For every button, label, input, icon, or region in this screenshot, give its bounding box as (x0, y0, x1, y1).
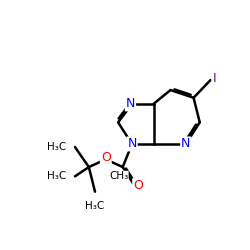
Text: H₃C: H₃C (86, 201, 105, 211)
Text: N: N (127, 138, 137, 150)
Text: H₃C: H₃C (46, 171, 66, 181)
Text: CH₃: CH₃ (109, 171, 128, 181)
Text: N: N (181, 138, 190, 150)
Text: I: I (212, 72, 216, 85)
Text: O: O (101, 151, 111, 164)
Text: O: O (133, 179, 143, 192)
Text: N: N (126, 98, 135, 110)
Text: H₃C: H₃C (46, 142, 66, 152)
